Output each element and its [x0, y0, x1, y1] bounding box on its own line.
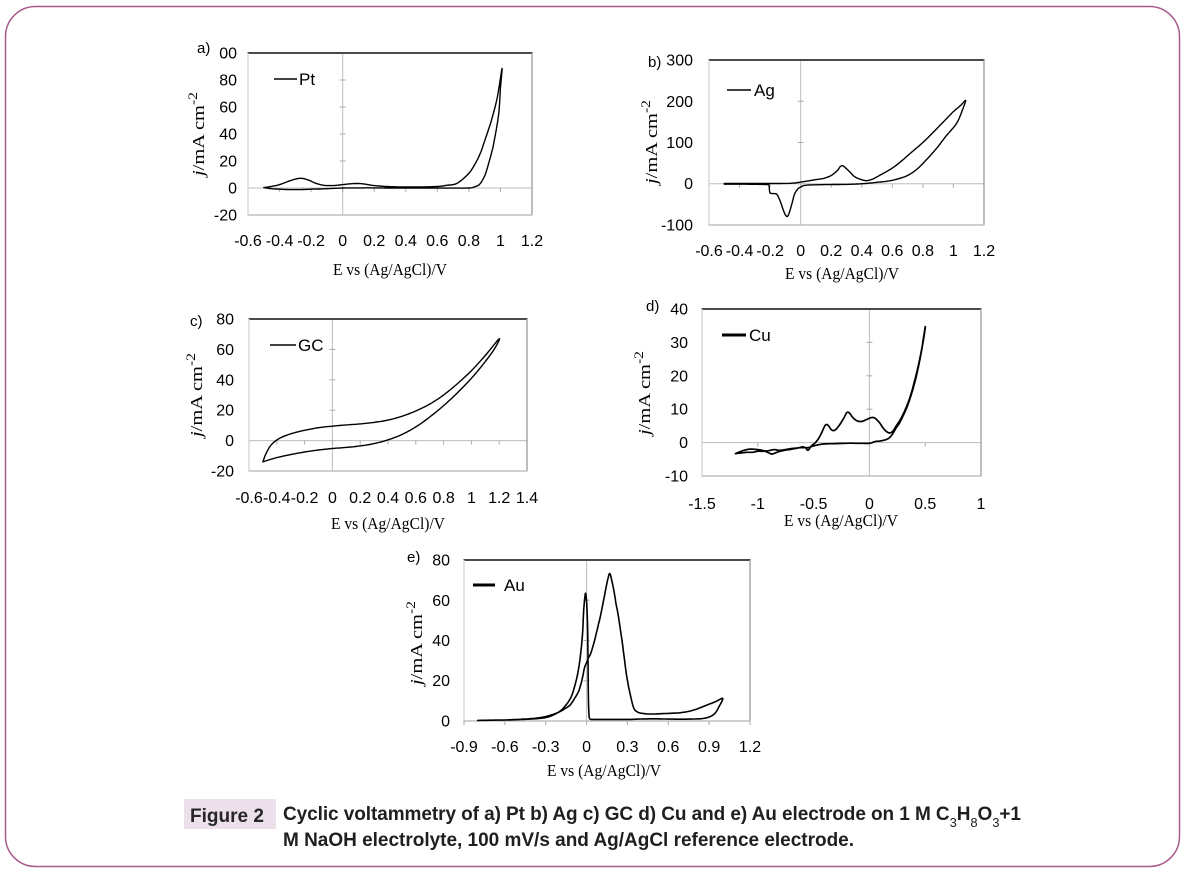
svg-text:0.9: 0.9	[698, 739, 720, 756]
svg-text:60: 60	[219, 100, 237, 117]
svg-text:-0.6: -0.6	[695, 243, 723, 260]
svg-text:-0.6: -0.6	[235, 490, 263, 507]
svg-text:-0.2: -0.2	[297, 233, 325, 250]
svg-text:-0.2: -0.2	[756, 243, 784, 260]
svg-text:0.4: 0.4	[395, 233, 417, 250]
svg-text:1: 1	[467, 490, 476, 507]
svg-text:40: 40	[216, 372, 234, 389]
svg-text:100: 100	[666, 135, 693, 152]
svg-text:0: 0	[684, 176, 693, 193]
svg-text:0: 0	[328, 490, 337, 507]
svg-text:0.2: 0.2	[820, 243, 842, 260]
svg-text:-0.9: -0.9	[450, 739, 478, 756]
svg-text:200: 200	[666, 94, 693, 111]
svg-text:0.3: 0.3	[616, 739, 638, 756]
svg-text:-0.6: -0.6	[491, 739, 519, 756]
svg-text:E vs (Ag/AgCl)/V: E vs (Ag/AgCl)/V	[785, 264, 900, 283]
svg-text:e): e)	[407, 549, 420, 566]
svg-text:0.6: 0.6	[881, 243, 903, 260]
svg-text:0: 0	[865, 496, 874, 513]
svg-text:j/mA cm-2: j/mA cm-2	[185, 92, 209, 178]
svg-text:0: 0	[225, 433, 234, 450]
svg-text:-20: -20	[214, 208, 237, 225]
svg-text:0.8: 0.8	[458, 233, 480, 250]
svg-text:0.2: 0.2	[363, 233, 385, 250]
svg-text:E vs (Ag/AgCl)/V: E vs (Ag/AgCl)/V	[784, 511, 899, 530]
svg-text:0: 0	[679, 435, 688, 452]
svg-text:d): d)	[646, 298, 659, 315]
svg-text:1: 1	[949, 243, 958, 260]
svg-text:Ag: Ag	[754, 81, 775, 100]
svg-text:j/mA cm-2: j/mA cm-2	[638, 100, 662, 186]
svg-text:1.2: 1.2	[739, 739, 761, 756]
svg-text:c): c)	[190, 313, 203, 330]
svg-text:40: 40	[670, 302, 688, 319]
svg-text:E vs (Ag/AgCl)/V: E vs (Ag/AgCl)/V	[547, 761, 662, 780]
svg-text:40: 40	[219, 127, 237, 144]
svg-text:0: 0	[582, 739, 591, 756]
svg-text:40: 40	[432, 633, 450, 650]
svg-text:j/mA cm-2: j/mA cm-2	[631, 351, 655, 437]
svg-text:1.4: 1.4	[516, 490, 538, 507]
svg-text:0.8: 0.8	[432, 490, 454, 507]
svg-text:0.2: 0.2	[349, 490, 371, 507]
svg-text:60: 60	[216, 342, 234, 359]
svg-text:00: 00	[219, 46, 237, 63]
svg-text:300: 300	[666, 53, 693, 70]
svg-text:60: 60	[432, 593, 450, 610]
svg-text:Au: Au	[504, 576, 525, 595]
svg-text:-0.4: -0.4	[263, 490, 291, 507]
svg-text:80: 80	[219, 73, 237, 90]
svg-text:Pt: Pt	[299, 70, 315, 89]
svg-text:a): a)	[197, 40, 210, 57]
svg-text:80: 80	[216, 312, 234, 329]
svg-text:b): b)	[648, 54, 661, 71]
svg-text:-0.4: -0.4	[266, 233, 294, 250]
svg-text:1: 1	[977, 496, 986, 513]
svg-text:GC: GC	[298, 336, 324, 355]
svg-text:j/mA cm-2: j/mA cm-2	[403, 601, 427, 687]
svg-text:-0.2: -0.2	[291, 490, 319, 507]
svg-text:0.6: 0.6	[657, 739, 679, 756]
svg-text:0.6: 0.6	[405, 490, 427, 507]
svg-text:-100: -100	[661, 218, 693, 235]
svg-text:-20: -20	[211, 464, 234, 481]
svg-text:-0.3: -0.3	[532, 739, 560, 756]
svg-text:E vs (Ag/AgCl)/V: E vs (Ag/AgCl)/V	[333, 260, 448, 279]
svg-text:1.2: 1.2	[521, 233, 543, 250]
svg-text:20: 20	[670, 368, 688, 385]
svg-text:10: 10	[670, 402, 688, 419]
svg-text:80: 80	[432, 553, 450, 570]
svg-text:1.2: 1.2	[973, 243, 995, 260]
svg-text:20: 20	[219, 154, 237, 171]
svg-text:E vs (Ag/AgCl)/V: E vs (Ag/AgCl)/V	[331, 514, 446, 533]
svg-text:0: 0	[796, 243, 805, 260]
svg-text:0: 0	[338, 233, 347, 250]
svg-text:0.4: 0.4	[377, 490, 399, 507]
svg-text:0.5: 0.5	[914, 496, 936, 513]
svg-text:-1: -1	[751, 496, 765, 513]
svg-text:Figure 2: Figure 2	[190, 806, 264, 827]
svg-text:1.2: 1.2	[488, 490, 510, 507]
svg-text:Cu: Cu	[749, 326, 771, 345]
svg-text:0: 0	[441, 714, 450, 731]
svg-text:20: 20	[432, 673, 450, 690]
svg-text:j/mA cm-2: j/mA cm-2	[183, 353, 207, 439]
svg-text:-0.5: -0.5	[800, 496, 828, 513]
svg-text:0: 0	[228, 181, 237, 198]
svg-text:-10: -10	[665, 469, 688, 486]
svg-text:-0.4: -0.4	[726, 243, 754, 260]
svg-text:30: 30	[670, 335, 688, 352]
svg-text:M NaOH electrolyte, 100 mV/s a: M NaOH electrolyte, 100 mV/s and Ag/AgCl…	[283, 830, 854, 851]
svg-text:20: 20	[216, 403, 234, 420]
svg-text:-1.5: -1.5	[688, 496, 716, 513]
svg-text:-0.6: -0.6	[234, 233, 262, 250]
svg-text:1: 1	[496, 233, 505, 250]
svg-text:0.6: 0.6	[426, 233, 448, 250]
svg-text:0.8: 0.8	[912, 243, 934, 260]
svg-text:0.4: 0.4	[851, 243, 873, 260]
